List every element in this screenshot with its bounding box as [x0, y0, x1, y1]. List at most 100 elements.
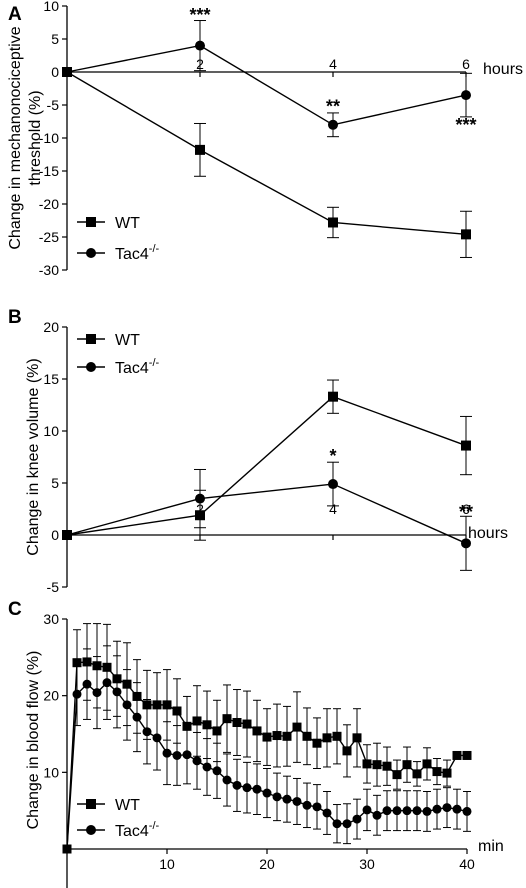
y-tick-label: -5	[47, 579, 60, 595]
data-point-circle	[195, 40, 205, 51]
y-tick-label: -15	[39, 163, 59, 179]
legend-label: WT	[115, 797, 140, 814]
data-point-circle	[328, 119, 338, 130]
data-point-square	[462, 750, 472, 760]
data-point-square	[86, 799, 96, 809]
data-point-circle	[362, 805, 372, 815]
data-point-circle	[232, 780, 242, 790]
y-tick-label: 0	[51, 527, 59, 543]
data-point-circle	[152, 733, 162, 743]
x-tick-label: 4	[329, 501, 337, 517]
data-point-square	[252, 726, 262, 736]
x-tick-label: 20	[259, 856, 275, 872]
series-wt	[62, 67, 472, 258]
data-point-circle	[86, 362, 96, 372]
x-tick-label: 30	[359, 856, 375, 872]
data-point-circle	[452, 804, 462, 814]
x-tick-label: 40	[459, 856, 475, 872]
legend-label-base: Tac4	[115, 246, 149, 263]
data-point-square	[412, 769, 422, 779]
data-point-square	[292, 722, 302, 732]
x-tick-label: 10	[159, 856, 175, 872]
legend-label: Tac4-/-	[115, 357, 160, 377]
data-point-circle	[162, 748, 172, 758]
y-axis-label: Change in mechanonociceptive	[7, 26, 24, 249]
data-point-square	[422, 759, 432, 769]
data-point-square	[342, 746, 352, 756]
y-axis-label: Change in blood flow (%)	[25, 651, 42, 830]
data-point-circle	[212, 766, 222, 776]
data-point-square	[302, 731, 312, 741]
data-point-square	[372, 760, 382, 770]
y-tick-label: 5	[51, 475, 59, 491]
data-point-circle	[112, 687, 122, 697]
data-point-square	[452, 750, 462, 760]
data-point-circle	[342, 819, 352, 829]
data-point-square	[382, 761, 392, 771]
legend-label-sup: -/-	[149, 357, 160, 369]
data-point-square	[272, 731, 282, 741]
x-tick-label: 6	[462, 501, 470, 517]
data-point-square	[322, 733, 332, 743]
y-tick-label: -5	[47, 97, 60, 113]
data-point-circle	[222, 775, 232, 785]
data-point-circle	[312, 802, 322, 812]
data-point-square	[362, 759, 372, 769]
x-tick-label: 6	[462, 56, 470, 72]
data-point-circle	[86, 248, 96, 258]
data-point-circle	[252, 784, 262, 794]
data-point-square	[432, 767, 442, 777]
panel-letter: B	[8, 307, 22, 328]
data-point-square	[202, 720, 212, 730]
data-point-square	[152, 700, 162, 710]
x-unit-label: min	[478, 838, 504, 855]
data-point-square	[192, 716, 202, 726]
data-point-circle	[461, 90, 471, 101]
y-tick-label: 30	[43, 611, 59, 627]
data-point-circle	[282, 794, 292, 804]
legend-label-base: Tac4	[115, 360, 149, 377]
y-tick-label: 10	[43, 764, 59, 780]
x-unit-label: hours	[483, 61, 523, 78]
data-point-circle	[352, 814, 362, 824]
series-line	[66, 44, 467, 126]
data-point-circle	[392, 806, 402, 816]
data-point-circle	[402, 806, 412, 816]
data-point-square	[392, 770, 402, 780]
data-point-square	[282, 731, 292, 741]
data-point-square	[86, 217, 96, 227]
y-tick-label: 10	[43, 0, 59, 14]
legend-label-sup: -/-	[149, 820, 160, 832]
data-point-square	[312, 738, 322, 748]
data-point-circle	[328, 479, 338, 490]
significance-label: ***	[455, 115, 476, 135]
series-line	[66, 483, 467, 544]
data-point-circle	[272, 792, 282, 802]
data-point-circle	[422, 806, 432, 816]
data-point-square	[332, 731, 342, 741]
data-point-circle	[202, 762, 212, 772]
y-tick-label: 20	[43, 688, 59, 704]
data-point-circle	[432, 804, 442, 814]
data-point-circle	[62, 844, 72, 854]
series-line	[66, 395, 467, 536]
data-point-circle	[442, 803, 452, 813]
data-point-square	[328, 391, 338, 402]
data-point-circle	[102, 678, 112, 688]
panel-letter: A	[8, 4, 22, 25]
panel-letter: C	[8, 599, 22, 620]
series-tac4	[62, 645, 472, 854]
data-point-square	[172, 706, 182, 716]
data-point-circle	[322, 808, 332, 818]
data-point-circle	[86, 825, 96, 835]
data-point-circle	[195, 493, 205, 504]
data-point-square	[352, 733, 362, 743]
data-point-square	[402, 760, 412, 770]
legend-label: WT	[115, 215, 140, 232]
y-tick-label: -25	[39, 229, 59, 245]
series-wt	[62, 623, 472, 854]
